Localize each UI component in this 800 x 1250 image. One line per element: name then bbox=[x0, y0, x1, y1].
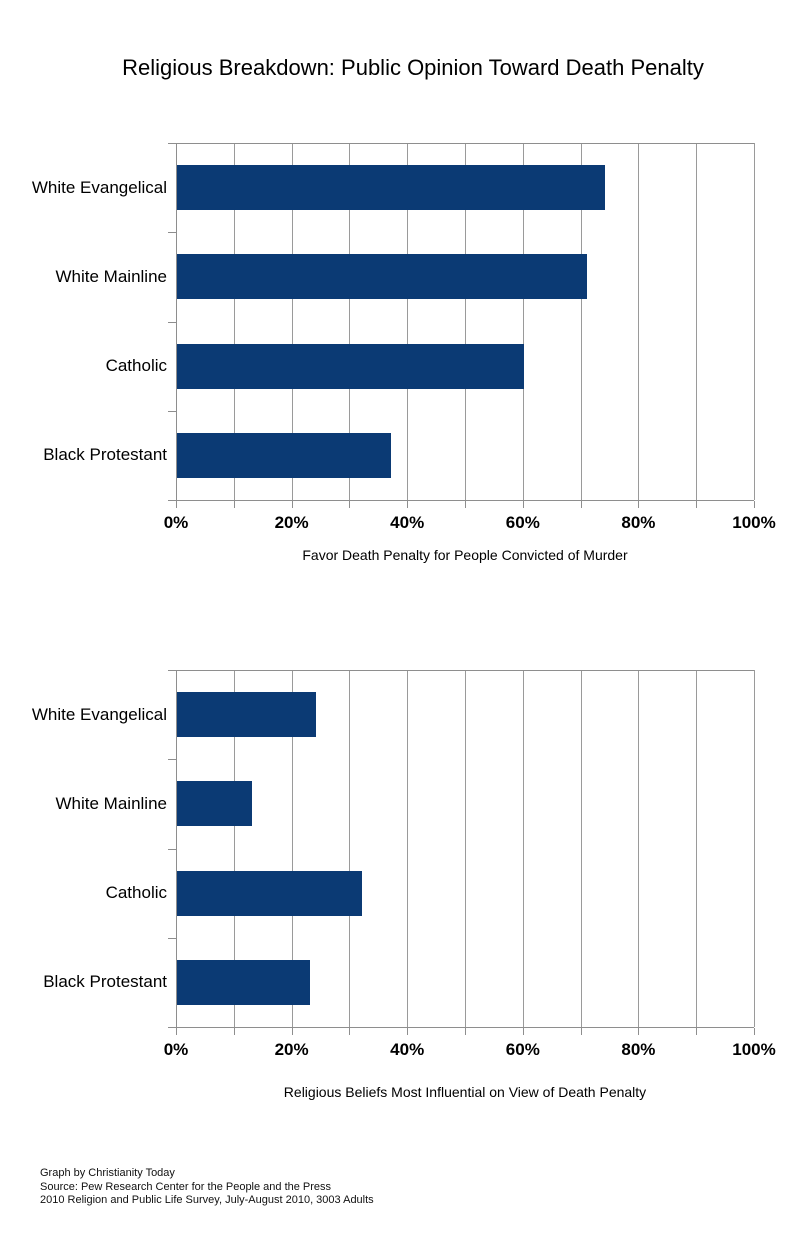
bar-white-mainline bbox=[177, 254, 588, 300]
x-axis-tick bbox=[407, 501, 409, 508]
x-tick-label: 20% bbox=[274, 1040, 309, 1059]
x-axis-tick bbox=[465, 1028, 466, 1035]
x-axis-tick bbox=[407, 1028, 409, 1035]
x-axis-tick bbox=[291, 1028, 293, 1035]
y-axis-line bbox=[176, 143, 177, 501]
y-axis-tick bbox=[168, 143, 176, 144]
category-label-white-mainline: White Mainline bbox=[55, 793, 168, 813]
gridline bbox=[580, 143, 582, 500]
x-axis-tick bbox=[522, 501, 524, 508]
gridline bbox=[233, 670, 235, 1027]
x-tick-label: 80% bbox=[621, 1040, 656, 1059]
x-axis-tick bbox=[349, 1028, 351, 1035]
x-tick-label: 100% bbox=[732, 513, 776, 532]
category-label-black-protestant: Black Protestant bbox=[43, 972, 167, 992]
gridline bbox=[522, 670, 524, 1027]
bar-catholic bbox=[177, 343, 524, 389]
plot-top-border bbox=[176, 670, 754, 671]
y-axis-tick bbox=[168, 670, 176, 671]
y-axis-tick bbox=[168, 937, 176, 939]
y-axis-tick bbox=[168, 759, 176, 761]
gridline bbox=[407, 670, 409, 1027]
x-tick-label: 0% bbox=[163, 513, 189, 532]
footer-source-line: Source: Pew Research Center for the Peop… bbox=[40, 1180, 332, 1193]
category-label-white-evangelical: White Evangelical bbox=[31, 177, 167, 197]
x-tick-label: 20% bbox=[274, 513, 309, 532]
gridline bbox=[349, 670, 351, 1027]
gridline bbox=[291, 143, 293, 500]
footer-notes: Graph by Christianity Today Source: Pew … bbox=[40, 1167, 374, 1208]
x-axis-tick bbox=[291, 501, 293, 508]
x-tick-label: 0% bbox=[163, 1040, 189, 1059]
x-tick-label: 60% bbox=[505, 513, 540, 532]
x-axis-tick bbox=[696, 1028, 698, 1035]
x-axis-tick bbox=[522, 1028, 524, 1035]
y-axis-tick bbox=[168, 410, 176, 412]
category-label-white-evangelical: White Evangelical bbox=[31, 704, 167, 724]
x-axis-title: Religious Beliefs Most Influential on Vi… bbox=[283, 1084, 647, 1100]
plot-top-border bbox=[176, 143, 754, 144]
x-tick-label: 40% bbox=[390, 513, 425, 532]
x-axis-tick bbox=[176, 501, 177, 508]
page-title: Religious Breakdown: Public Opinion Towa… bbox=[122, 55, 704, 80]
footer-survey-line: 2010 Religion and Public Life Survey, Ju… bbox=[40, 1194, 374, 1206]
x-axis-tick bbox=[580, 501, 582, 508]
gridline bbox=[638, 143, 640, 500]
bar-black-protestant bbox=[177, 959, 310, 1005]
category-label-catholic: Catholic bbox=[105, 356, 167, 376]
x-axis-tick bbox=[176, 1028, 177, 1035]
x-tick-label: 40% bbox=[390, 1040, 425, 1059]
x-axis-line bbox=[176, 1027, 754, 1028]
gridline bbox=[407, 143, 409, 500]
bar-catholic bbox=[177, 870, 362, 916]
x-axis-tick bbox=[754, 501, 755, 508]
gridline bbox=[754, 670, 755, 1027]
gridline bbox=[349, 143, 351, 500]
gridline bbox=[291, 670, 293, 1027]
x-tick-label: 80% bbox=[621, 513, 656, 532]
y-axis-tick bbox=[168, 232, 176, 234]
y-axis-tick bbox=[168, 848, 176, 850]
gridline bbox=[465, 670, 466, 1027]
x-axis-line bbox=[176, 500, 754, 501]
gridline bbox=[638, 670, 640, 1027]
x-axis-tick bbox=[696, 501, 698, 508]
footer-credit-line: Graph by Christianity Today bbox=[40, 1167, 175, 1179]
y-axis-tick bbox=[168, 1027, 176, 1028]
x-axis-tick bbox=[638, 1028, 640, 1035]
gridline bbox=[233, 143, 235, 500]
bar-black-protestant bbox=[177, 432, 391, 478]
y-axis-tick bbox=[168, 500, 176, 501]
x-axis-tick bbox=[580, 1028, 582, 1035]
gridline bbox=[696, 143, 698, 500]
y-axis-line bbox=[176, 670, 177, 1028]
x-tick-label: 60% bbox=[505, 1040, 540, 1059]
category-label-black-protestant: Black Protestant bbox=[43, 445, 167, 465]
x-axis-tick bbox=[638, 501, 640, 508]
gridline bbox=[696, 670, 698, 1027]
x-tick-label: 100% bbox=[732, 1040, 776, 1059]
category-label-catholic: Catholic bbox=[105, 883, 167, 903]
x-axis-tick bbox=[754, 1028, 755, 1035]
y-axis-tick bbox=[168, 321, 176, 323]
bar-white-evangelical bbox=[177, 692, 316, 738]
gridline bbox=[580, 670, 582, 1027]
category-label-white-mainline: White Mainline bbox=[55, 266, 168, 286]
x-axis-title: Favor Death Penalty for People Convicted… bbox=[302, 547, 628, 563]
x-axis-tick bbox=[233, 1028, 235, 1035]
gridline bbox=[522, 143, 524, 500]
x-axis-tick bbox=[349, 501, 351, 508]
x-axis-tick bbox=[233, 501, 235, 508]
bar-white-mainline bbox=[177, 781, 253, 827]
bar-white-evangelical bbox=[177, 165, 605, 211]
gridline bbox=[465, 143, 466, 500]
x-axis-tick bbox=[465, 501, 466, 508]
gridline bbox=[754, 143, 755, 500]
